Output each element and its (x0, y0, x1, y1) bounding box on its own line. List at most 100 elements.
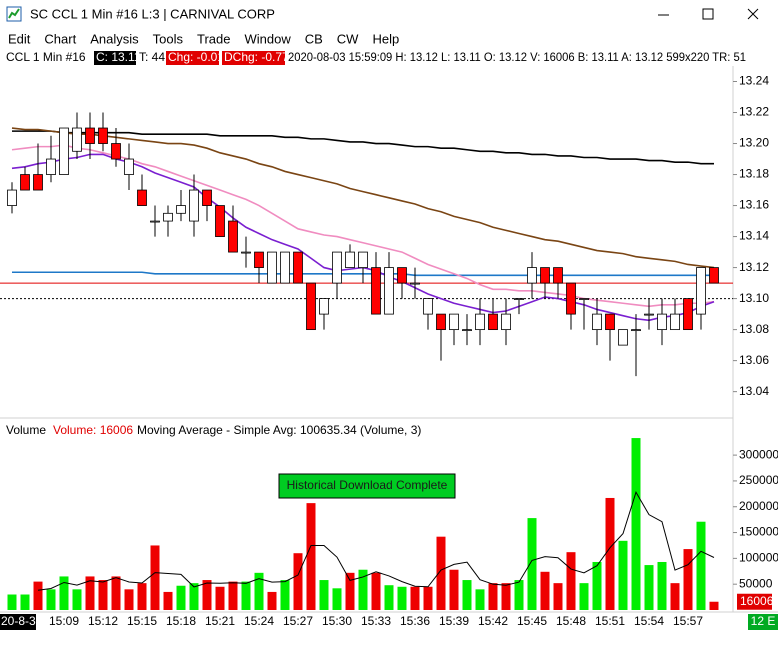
candle-body (254, 251, 264, 268)
candle-body (332, 251, 342, 284)
maximize-button[interactable] (690, 0, 734, 30)
menu-item[interactable]: CW (337, 31, 359, 46)
volume-bar (202, 580, 212, 610)
candle-body (579, 298, 589, 300)
candle-body (189, 189, 199, 222)
y-tick-label: 13.04 (739, 384, 769, 398)
close-info: C: 13.11 (96, 50, 141, 64)
y-tick-label: 13.14 (739, 229, 769, 243)
candle-body (475, 313, 485, 331)
candle-body (410, 282, 420, 285)
day-change-info: DChg: -0.77 (224, 50, 289, 64)
menu-item[interactable]: CB (305, 31, 323, 46)
candle-body (605, 313, 615, 331)
volume-bar (527, 518, 537, 610)
y-tick-label: 50000 (739, 576, 773, 590)
minimize-button[interactable] (645, 0, 689, 30)
x-tick-label: 15:09 (49, 614, 79, 628)
volume-bar (241, 581, 251, 610)
candle-body (7, 189, 17, 206)
candle-body (293, 251, 303, 284)
menu-item[interactable]: Window (244, 31, 291, 46)
candle-body (384, 267, 394, 315)
volume-bar (319, 580, 329, 610)
volume-bar (631, 438, 641, 610)
menu-item[interactable]: Analysis (90, 31, 139, 46)
candle-body (696, 267, 706, 315)
candle-body (527, 267, 537, 284)
y-tick-label: 300000 (739, 447, 778, 461)
volume-bar (657, 561, 667, 610)
y-tick-label: 250000 (739, 473, 778, 487)
volume-title: Volume (6, 423, 46, 437)
candle-body (514, 298, 524, 300)
moving-average-line (11, 127, 715, 269)
candle-body (449, 313, 459, 331)
y-tick-label: 100000 (739, 551, 778, 565)
x-tick-label: 15:48 (556, 614, 586, 628)
volume-bar (501, 583, 511, 610)
volume-bar (410, 586, 420, 610)
volume-bar (332, 588, 342, 610)
candle-body (345, 251, 355, 268)
volume-study: Moving Average - Simple Avg: 100635.34 (… (137, 423, 421, 437)
plot-area: 13.04 13.06 13.08 13.10 13.12 13.14 13.16 13.18… (0, 74, 778, 630)
volume-bar (618, 540, 628, 610)
menu-item[interactable]: Tools (153, 31, 184, 46)
volume-bar (475, 589, 485, 610)
volume-bar (137, 583, 147, 610)
volume-bar (579, 583, 589, 610)
volume-bar (462, 580, 472, 610)
candle-body (202, 189, 212, 206)
y-tick-label: 150000 (739, 525, 778, 539)
candle-body (306, 282, 316, 331)
candle-body (670, 313, 680, 331)
change-box (166, 51, 219, 65)
menu-item[interactable]: Edit (8, 31, 31, 46)
volume-bar (111, 576, 121, 610)
volume-average-line (37, 491, 715, 591)
menu-item[interactable]: Help (372, 31, 399, 46)
candle-body (111, 143, 121, 160)
volume-bar (98, 580, 108, 610)
volume-bar (371, 572, 381, 610)
volume-bar (20, 594, 30, 610)
volume-bar (709, 601, 719, 610)
volume-bar (436, 536, 446, 610)
symbol-info: CCL 1 Min #16 (6, 50, 86, 64)
volume-bar (644, 565, 654, 610)
y-tick-label: 13.10 (739, 291, 769, 305)
volume-bar (293, 553, 303, 610)
candle-body (540, 267, 550, 284)
volume-bar (696, 521, 706, 610)
moving-average-line (12, 130, 714, 165)
candle-body (657, 313, 667, 331)
volume-bar (267, 591, 277, 610)
close-button[interactable] (735, 0, 778, 30)
date-label: 20-8-3 (1, 614, 36, 628)
volume-bar (423, 586, 433, 610)
candle-body (501, 313, 511, 331)
candle-body (371, 267, 381, 315)
candle-body (98, 127, 108, 144)
ticks-info: T: 44 (139, 50, 165, 64)
volume-bar (59, 576, 69, 610)
candle-body (20, 174, 30, 191)
app-icon (6, 6, 22, 22)
menu-item[interactable]: Trade (197, 31, 230, 46)
volume-bar (33, 581, 43, 610)
menu-item[interactable]: Chart (44, 31, 76, 46)
x-tick-label: 15:15 (127, 614, 157, 628)
volume-bar (72, 589, 82, 610)
y-tick-label: 200000 (739, 499, 778, 513)
quote-details: 2020-08-03 15:59:09 H: 13.12 L: 13.11 O:… (288, 52, 746, 64)
y-tick-label: 13.24 (739, 74, 769, 88)
x-tick-label: 15:54 (634, 614, 664, 628)
y-tick-label: 13.20 (739, 136, 769, 150)
volume-bar (228, 581, 238, 610)
candle-body (683, 298, 693, 331)
last-volume-box (737, 593, 772, 610)
volume-bar (358, 569, 368, 610)
candle-body (488, 313, 498, 331)
